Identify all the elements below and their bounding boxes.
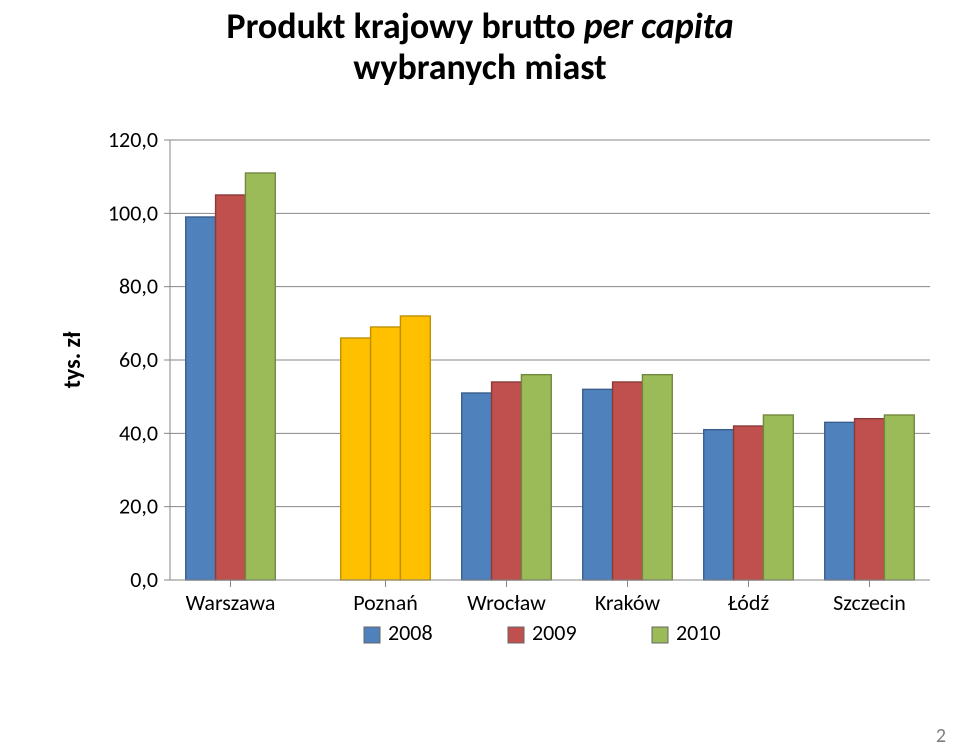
bar — [825, 422, 855, 580]
y-axis-label: tys. zł — [60, 331, 87, 388]
bar — [884, 415, 914, 580]
x-tick-label: Poznań — [353, 589, 418, 616]
x-tick-label: Wrocław — [467, 589, 546, 616]
y-tick-label: 120,0 — [108, 130, 158, 153]
bar — [763, 415, 793, 580]
page-number: 2 — [936, 724, 946, 748]
bar — [341, 338, 371, 580]
slide-title: Produkt krajowy brutto per capita wybran… — [0, 6, 960, 89]
bar — [371, 327, 401, 580]
bar — [734, 426, 764, 580]
y-tick-label: 0,0 — [130, 566, 158, 593]
bar — [492, 382, 522, 580]
bar — [462, 393, 492, 580]
bar — [245, 173, 275, 580]
bar — [521, 375, 551, 580]
legend-label: 2010 — [676, 619, 721, 646]
legend-label: 2009 — [532, 619, 577, 646]
title-line-2: wybranych miast — [0, 47, 960, 88]
bar — [642, 375, 672, 580]
chart-svg: 0,0 20,0 40,0 60,0 80,0 100,0 120,0 Warszawa Poz… — [60, 130, 940, 730]
legend-label: 2008 — [388, 619, 433, 646]
x-tick-label: Warszawa — [186, 589, 276, 616]
y-tick-label: 80,0 — [119, 273, 158, 300]
legend-swatch — [652, 627, 668, 643]
gdp-chart: 0,0 20,0 40,0 60,0 80,0 100,0 120,0 Warszawa Poz… — [60, 130, 940, 720]
y-tick-label: 60,0 — [119, 346, 158, 373]
bar — [613, 382, 643, 580]
y-tick-label: 20,0 — [119, 493, 158, 520]
bar — [400, 316, 430, 580]
bar — [855, 419, 885, 580]
legend-swatch — [364, 627, 380, 643]
title-italic: per capita — [584, 4, 734, 48]
bar — [704, 430, 734, 580]
title-line-1: Produkt krajowy brutto per capita — [0, 6, 960, 47]
legend-swatch — [508, 627, 524, 643]
bar — [216, 195, 246, 580]
bar — [186, 217, 216, 580]
slide: Produkt krajowy brutto per capita wybran… — [0, 0, 960, 756]
y-tick-label: 100,0 — [108, 199, 158, 226]
bar — [583, 389, 613, 580]
y-tick-label: 40,0 — [119, 419, 158, 446]
x-tick-label: Szczecin — [833, 589, 906, 616]
title-plain: Produkt krajowy brutto — [226, 4, 583, 48]
x-tick-label: Kraków — [595, 589, 661, 616]
x-tick-label: Łódź — [728, 589, 770, 616]
